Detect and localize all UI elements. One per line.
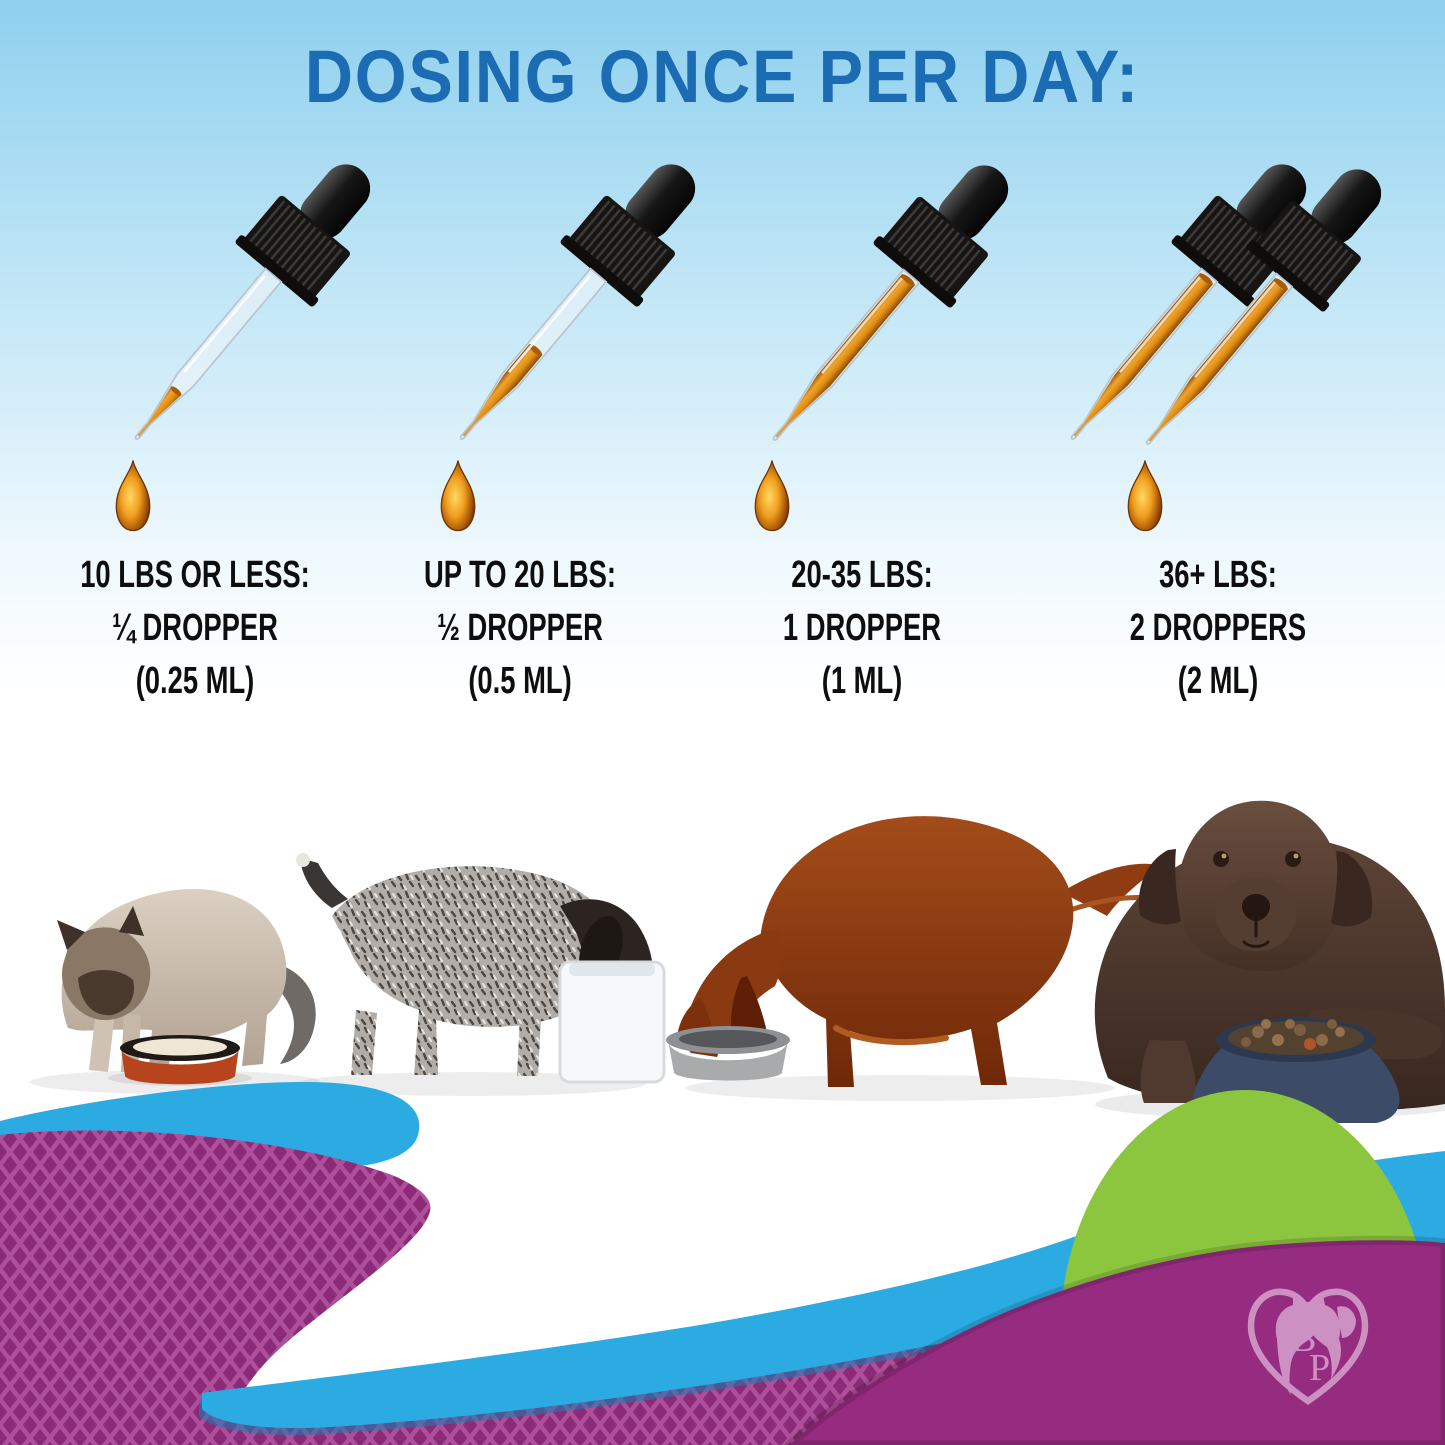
logo-letter-b: B: [1291, 1318, 1316, 1360]
dose-label: ¼ DROPPER: [112, 607, 278, 649]
dose-column-2: UP TO 20 LBS: ½ DROPPER (0.5 ML): [398, 549, 643, 708]
dog-ear-icon: [1337, 1306, 1356, 1338]
dose-column-1: 10 LBS OR LESS: ¼ DROPPER (0.25 ML): [73, 549, 318, 708]
footer-decor: B P: [0, 1081, 1445, 1445]
oil-drop-icon: [440, 460, 476, 532]
dropper-icon: [1070, 164, 1307, 440]
dog-silhouette-icon: [1305, 1295, 1342, 1379]
dose-label: 1 DROPPER: [782, 607, 942, 649]
siamese-cat-photo: [30, 889, 320, 1094]
volume-label: (1 ML): [821, 660, 903, 702]
pets-photo-row: [30, 800, 1445, 1123]
dose-column-3: 20-35 LBS: 1 DROPPER (1 ML): [740, 549, 985, 708]
oil-drop-icon: [115, 460, 151, 532]
volume-label: (2 ML): [1177, 660, 1259, 702]
dropper-icon: [134, 164, 371, 440]
volume-label: (0.25 ML): [135, 660, 255, 702]
dose-label: 2 DROPPERS: [1129, 607, 1307, 649]
volume-label: (0.5 ML): [468, 660, 572, 702]
pointer-puppy-photo: [295, 853, 666, 1096]
lattice-bottom-shape: [0, 1280, 940, 1445]
page-title: DOSING ONCE PER DAY:: [304, 35, 1141, 118]
dose-label: ½ DROPPER: [437, 607, 603, 649]
dropper-icon: [772, 165, 1009, 441]
heart-cat-dog-logo: B P: [1247, 1288, 1369, 1405]
weight-label: 36+ LBS:: [1159, 554, 1277, 596]
dropper-icon: [1145, 169, 1382, 445]
oil-drop-icon: [1127, 460, 1163, 532]
dose-column-4: 36+ LBS: 2 DROPPERS (2 ML): [1096, 549, 1341, 708]
dropper-icon: [459, 164, 696, 440]
weight-label: 10 LBS OR LESS:: [80, 554, 310, 596]
logo-letter-p: P: [1309, 1347, 1330, 1389]
weight-label: 20-35 LBS:: [791, 554, 933, 596]
oil-drop-icon: [754, 460, 790, 532]
irish-setter-photo: [666, 816, 1162, 1101]
weight-label: UP TO 20 LBS:: [423, 554, 617, 596]
lattice-wing-shape: [0, 1130, 431, 1445]
chocolate-labrador-photo: [1094, 800, 1445, 1123]
